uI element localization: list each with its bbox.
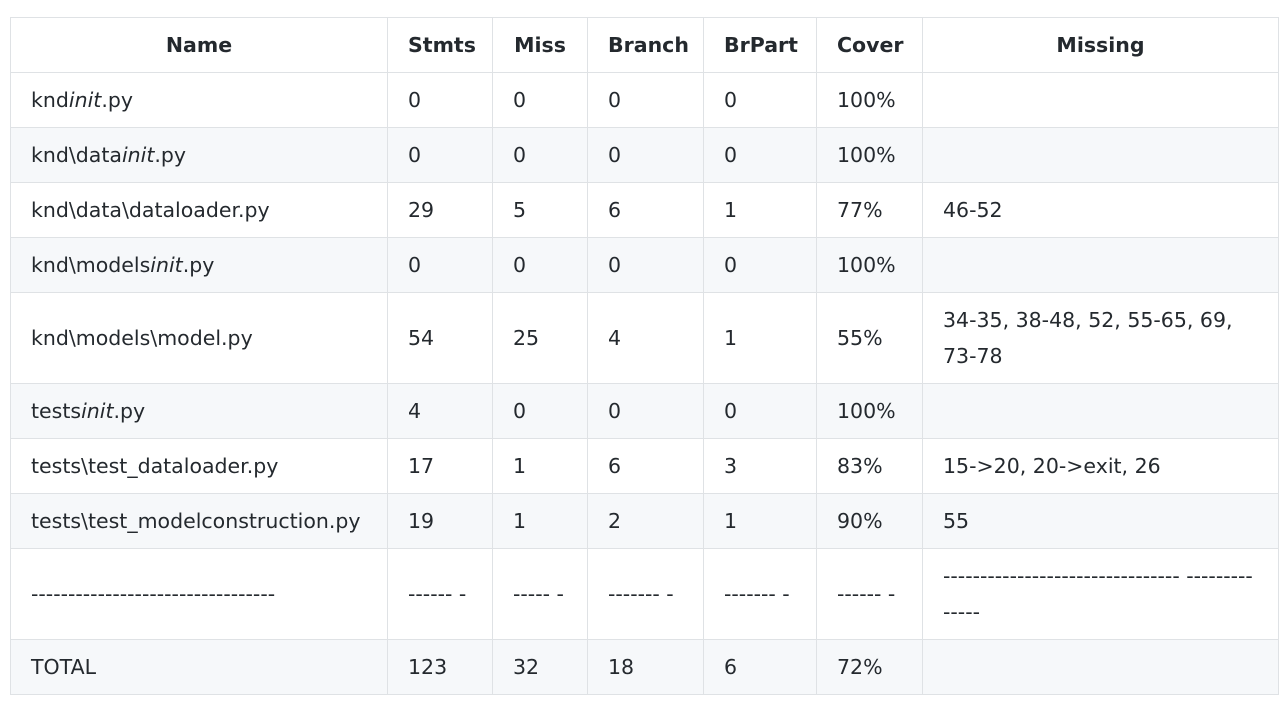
cell-miss: 1 — [492, 438, 588, 494]
cell-miss: ----- - — [492, 548, 588, 640]
cell-brpart: 0 — [703, 72, 817, 128]
cell-cover: 72% — [816, 639, 923, 695]
cell-brpart: 0 — [703, 127, 817, 183]
cell-missing: -------------------------------- -------… — [922, 548, 1279, 640]
header-row: Name Stmts Miss Branch BrPart Cover Miss… — [10, 17, 1279, 73]
cell-name: knd\modelsinit.py — [10, 237, 388, 293]
cell-stmts: 29 — [387, 182, 493, 238]
cell-cover: 100% — [816, 237, 923, 293]
cell-stmts: 4 — [387, 383, 493, 439]
cell-stmts: 0 — [387, 72, 493, 128]
cell-branch: 4 — [587, 292, 704, 384]
cell-stmts: 0 — [387, 127, 493, 183]
cell-missing: 15->20, 20->exit, 26 — [922, 438, 1279, 494]
cell-stmts: 19 — [387, 493, 493, 549]
cell-missing: 34-35, 38-48, 52, 55-65, 69, 73-78 — [922, 292, 1279, 384]
cell-branch: 2 — [587, 493, 704, 549]
cell-name: --------------------------------- — [10, 548, 388, 640]
cell-stmts: 0 — [387, 237, 493, 293]
cell-name: knd\data\dataloader.py — [10, 182, 388, 238]
cell-cover: 100% — [816, 127, 923, 183]
cell-missing: 55 — [922, 493, 1279, 549]
cell-name: tests\test_dataloader.py — [10, 438, 388, 494]
cell-brpart: 0 — [703, 237, 817, 293]
header-stmts: Stmts — [387, 17, 493, 73]
total-row: TOTAL 123 32 18 6 72% — [10, 639, 1279, 695]
table-row: kndinit.py 0 0 0 0 100% — [10, 72, 1279, 128]
coverage-table: Name Stmts Miss Branch BrPart Cover Miss… — [10, 17, 1279, 695]
cell-cover: ------ - — [816, 548, 923, 640]
header-brpart: BrPart — [703, 17, 817, 73]
cell-cover: 90% — [816, 493, 923, 549]
cell-missing — [922, 383, 1279, 439]
cell-cover: 100% — [816, 383, 923, 439]
cell-brpart: ------- - — [703, 548, 817, 640]
header-missing: Missing — [922, 17, 1279, 73]
cell-miss: 0 — [492, 127, 588, 183]
cell-miss: 0 — [492, 383, 588, 439]
cell-name: knd\models\model.py — [10, 292, 388, 384]
cell-missing — [922, 127, 1279, 183]
cell-brpart: 1 — [703, 493, 817, 549]
cell-cover: 77% — [816, 182, 923, 238]
cell-name: TOTAL — [10, 639, 388, 695]
cell-missing — [922, 72, 1279, 128]
cell-stmts: 17 — [387, 438, 493, 494]
table-row: knd\datainit.py 0 0 0 0 100% — [10, 127, 1279, 183]
cell-branch: ------- - — [587, 548, 704, 640]
cell-brpart: 3 — [703, 438, 817, 494]
header-name: Name — [10, 17, 388, 73]
header-cover: Cover — [816, 17, 923, 73]
cell-miss: 0 — [492, 72, 588, 128]
table-row: tests\test_modelconstruction.py 19 1 2 1… — [10, 493, 1279, 549]
cell-stmts: 54 — [387, 292, 493, 384]
separator-row: --------------------------------- ------… — [10, 548, 1279, 640]
header-miss: Miss — [492, 17, 588, 73]
cell-missing — [922, 639, 1279, 695]
cell-branch: 18 — [587, 639, 704, 695]
table-row: testsinit.py 4 0 0 0 100% — [10, 383, 1279, 439]
cell-brpart: 1 — [703, 292, 817, 384]
cell-branch: 6 — [587, 438, 704, 494]
cell-brpart: 6 — [703, 639, 817, 695]
cell-branch: 0 — [587, 237, 704, 293]
cell-miss: 32 — [492, 639, 588, 695]
cell-cover: 83% — [816, 438, 923, 494]
table-row: knd\data\dataloader.py 29 5 6 1 77% 46-5… — [10, 182, 1279, 238]
header-branch: Branch — [587, 17, 704, 73]
cell-miss: 0 — [492, 237, 588, 293]
cell-brpart: 0 — [703, 383, 817, 439]
cell-name: tests\test_modelconstruction.py — [10, 493, 388, 549]
cell-miss: 5 — [492, 182, 588, 238]
cell-stmts: ------ - — [387, 548, 493, 640]
cell-branch: 0 — [587, 127, 704, 183]
table-row: knd\modelsinit.py 0 0 0 0 100% — [10, 237, 1279, 293]
cell-branch: 0 — [587, 383, 704, 439]
cell-name: knd\datainit.py — [10, 127, 388, 183]
cell-name: testsinit.py — [10, 383, 388, 439]
table-row: tests\test_dataloader.py 17 1 6 3 83% 15… — [10, 438, 1279, 494]
cell-brpart: 1 — [703, 182, 817, 238]
cell-name: kndinit.py — [10, 72, 388, 128]
cell-missing — [922, 237, 1279, 293]
cell-missing: 46-52 — [922, 182, 1279, 238]
coverage-report: Name Stmts Miss Branch BrPart Cover Miss… — [10, 17, 1279, 695]
cell-miss: 1 — [492, 493, 588, 549]
cell-miss: 25 — [492, 292, 588, 384]
cell-stmts: 123 — [387, 639, 493, 695]
cell-cover: 100% — [816, 72, 923, 128]
cell-branch: 0 — [587, 72, 704, 128]
table-row: knd\models\model.py 54 25 4 1 55% 34-35,… — [10, 292, 1279, 384]
cell-branch: 6 — [587, 182, 704, 238]
cell-cover: 55% — [816, 292, 923, 384]
